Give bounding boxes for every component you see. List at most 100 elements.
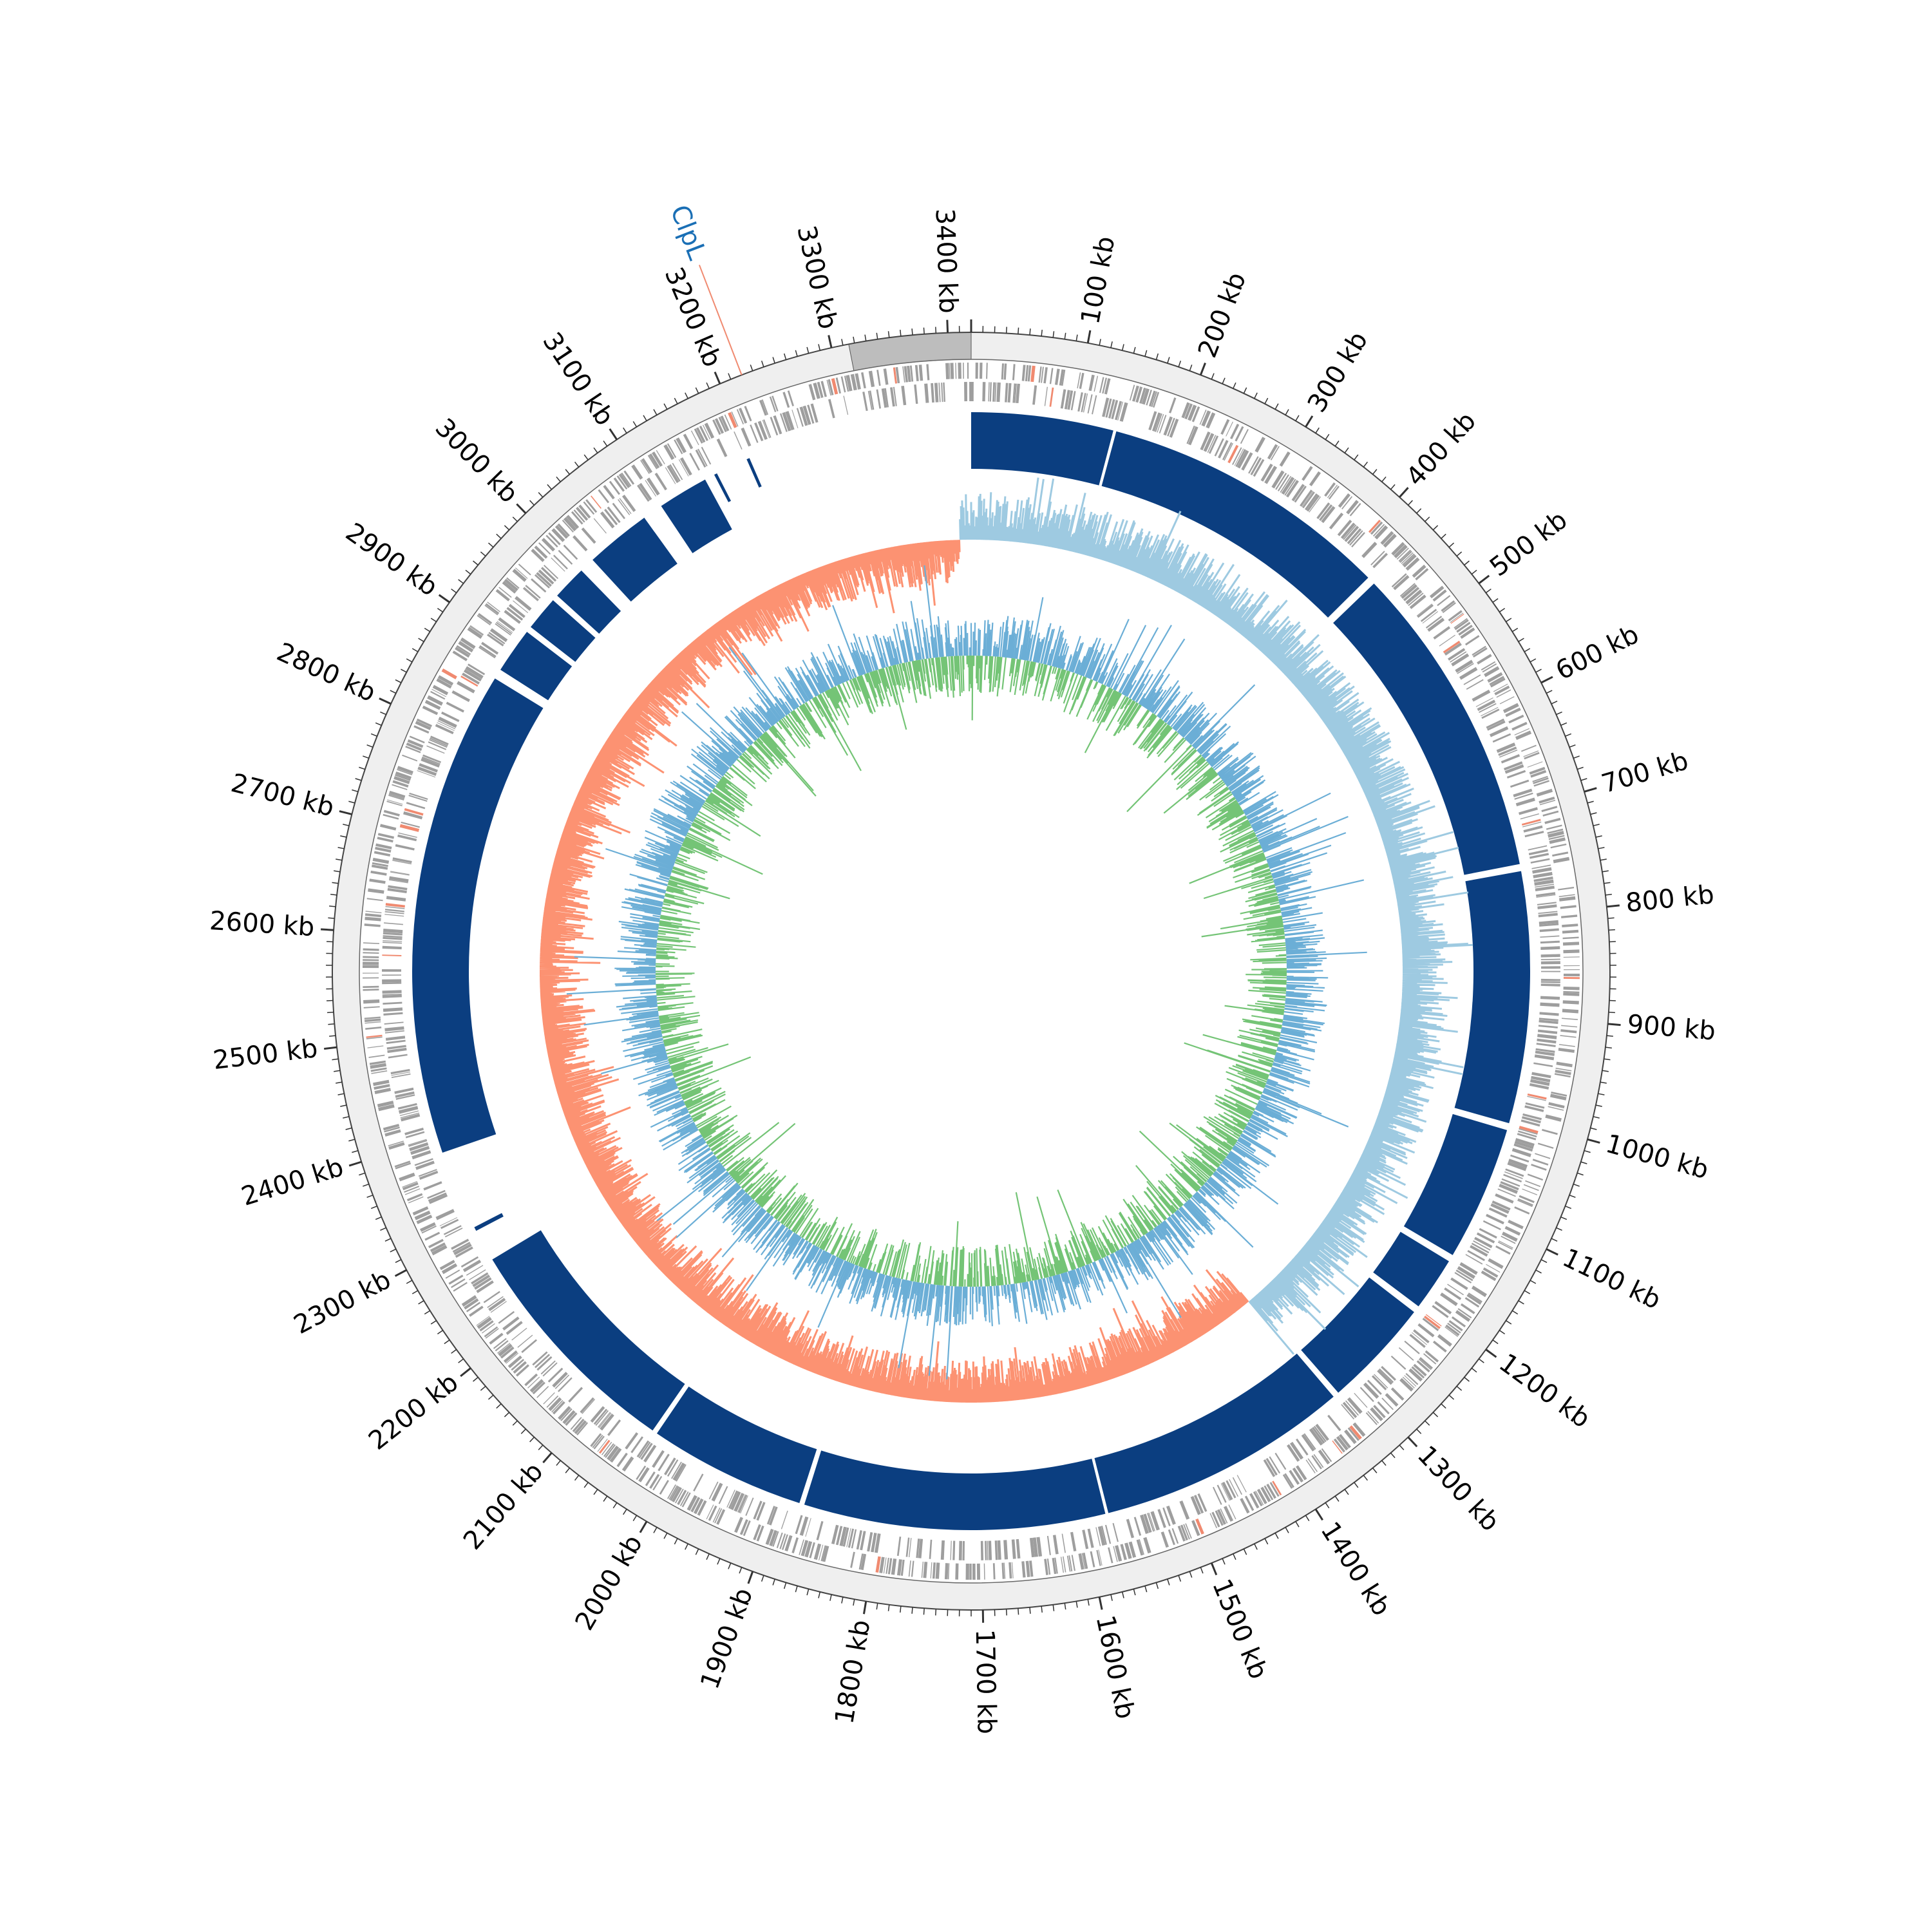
minor-tick (574, 461, 580, 468)
gene-feature (558, 549, 573, 565)
gene-feature (1066, 1555, 1071, 1572)
gene-feature (1032, 385, 1037, 405)
gene-feature (593, 1435, 605, 1450)
gene-feature (1423, 1353, 1437, 1365)
gene-feature (1535, 886, 1555, 891)
minor-tick (418, 1300, 424, 1305)
gene-feature (534, 574, 550, 589)
gene-feature (975, 363, 978, 379)
gene-feature (1255, 1490, 1264, 1506)
gene-feature (1444, 642, 1462, 656)
similarity-block (531, 600, 596, 662)
gene-feature (1171, 1528, 1179, 1544)
similarity-fragment (746, 458, 762, 488)
gene-feature (1347, 1397, 1363, 1414)
gene-feature (369, 1060, 386, 1065)
gene-feature (1529, 853, 1549, 859)
minor-tick (1425, 1420, 1430, 1426)
gene-feature (439, 1260, 455, 1271)
minor-tick (1325, 433, 1330, 440)
gene-feature (1555, 1070, 1571, 1075)
gene-feature (674, 439, 683, 455)
gene-feature (595, 1410, 609, 1426)
gene-feature (415, 721, 431, 730)
gene-feature (484, 605, 498, 616)
gene-feature (469, 1305, 484, 1317)
gene-feature (1061, 1533, 1066, 1553)
gene-feature (1527, 1173, 1544, 1181)
gene-feature (1508, 1219, 1524, 1229)
gene-feature (1096, 1549, 1101, 1566)
gene-feature (1146, 390, 1152, 406)
gene-feature (1502, 1231, 1518, 1242)
gene-feature (875, 1556, 881, 1573)
gene-feature (476, 1316, 490, 1326)
gene-feature (1377, 1401, 1390, 1415)
gene-feature (545, 535, 558, 548)
gene-feature (386, 800, 402, 807)
gene-feature (388, 1142, 405, 1150)
gene-feature (1471, 1285, 1487, 1298)
minor-tick (583, 454, 589, 460)
gene-feature (408, 1196, 424, 1204)
gene-feature (677, 1490, 687, 1505)
gene-feature (636, 1440, 650, 1458)
gene-feature (604, 509, 618, 526)
minor-tick (1560, 722, 1567, 726)
minor-tick (653, 409, 658, 415)
gc-content-negative (655, 655, 1287, 1287)
gene-feature (649, 453, 660, 469)
gene-feature (432, 685, 449, 696)
gene-feature (955, 1563, 959, 1580)
gene-feature (665, 467, 676, 484)
gene-feature (399, 824, 420, 832)
gene-feature (1105, 398, 1112, 418)
minor-tick (1448, 1394, 1455, 1400)
gene-feature (1229, 423, 1240, 440)
gene-feature (761, 399, 769, 415)
gene-feature (1497, 1188, 1516, 1197)
gene-feature (1380, 531, 1394, 545)
gene-feature (585, 499, 598, 513)
gene-feature (478, 647, 496, 659)
gene-feature (1517, 1199, 1533, 1208)
minor-tick (1569, 1195, 1576, 1198)
gene-feature (463, 668, 482, 682)
gene-feature (1432, 1340, 1447, 1353)
gene-feature (1551, 1092, 1567, 1097)
gene-feature (568, 1387, 583, 1403)
gene-feature (1333, 1438, 1346, 1453)
minor-tick (603, 1495, 608, 1502)
gene-feature (754, 422, 764, 442)
gene-feature (708, 1481, 719, 1500)
gene-feature (773, 415, 782, 435)
gene-feature (900, 1559, 905, 1577)
gene-feature (1529, 766, 1546, 775)
gene-feature (375, 846, 392, 853)
gene-feature (403, 811, 423, 820)
gene-feature (1011, 1539, 1016, 1559)
similarity-block (656, 1387, 817, 1504)
gene-feature (667, 1459, 679, 1477)
gene-feature (1420, 609, 1437, 622)
minor-tick (496, 533, 502, 539)
gene-feature (543, 1392, 555, 1405)
gene-feature (592, 1434, 603, 1448)
gene-feature (1059, 369, 1065, 386)
gene-feature (791, 410, 799, 429)
gene-feature (1381, 1397, 1394, 1410)
gene-feature (652, 451, 663, 467)
gene-feature (435, 1209, 455, 1220)
gene-feature (371, 1070, 388, 1074)
gene-feature (511, 1358, 525, 1371)
gene-feature (393, 776, 410, 784)
gene-feature (918, 1539, 923, 1558)
gene-feature (421, 1225, 437, 1234)
gene-feature (1279, 451, 1291, 467)
gene-feature (382, 993, 402, 996)
gene-feature (766, 1506, 775, 1525)
gene-feature (536, 1386, 549, 1398)
minor-tick (1254, 1543, 1258, 1550)
tick-label: 3100 kb (536, 327, 620, 431)
gene-feature (1492, 733, 1511, 743)
